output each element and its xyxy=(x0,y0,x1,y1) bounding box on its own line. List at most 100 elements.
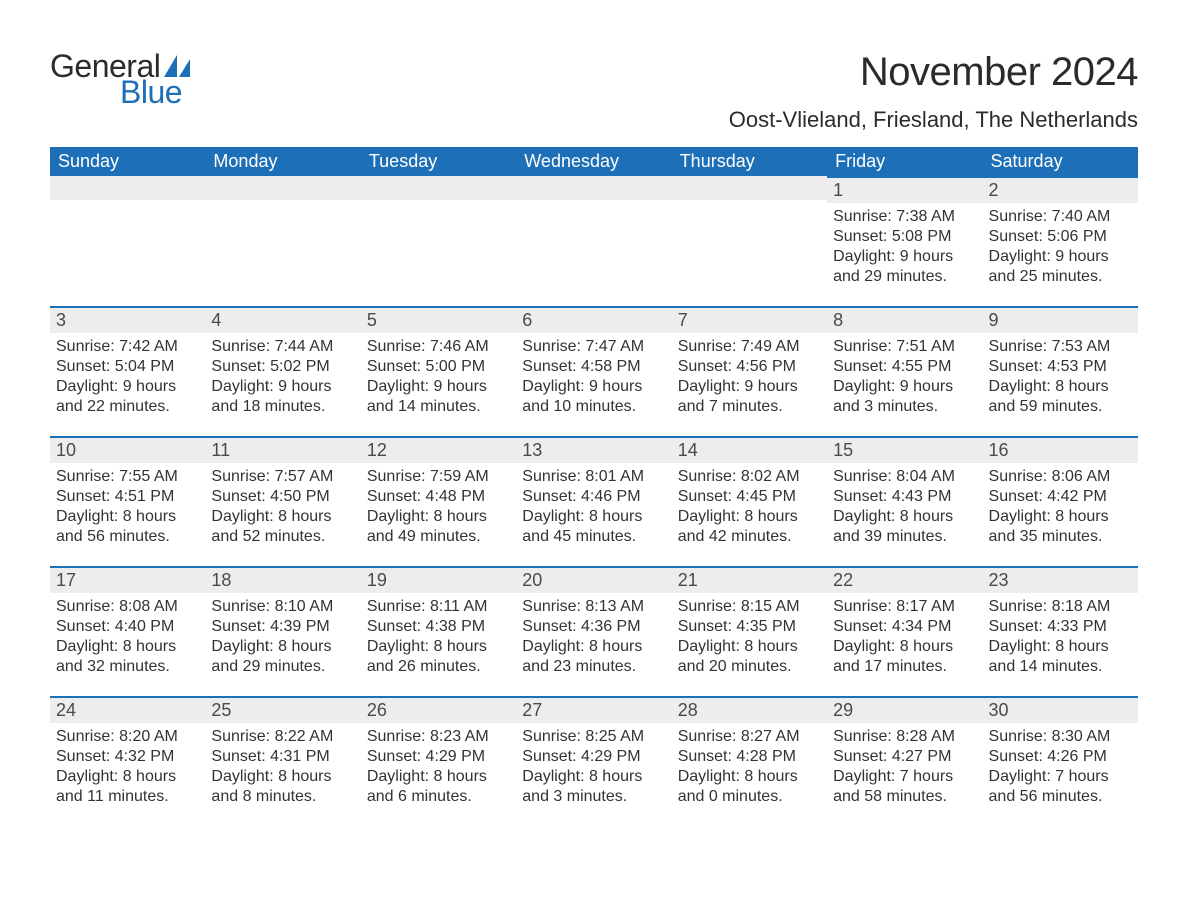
day-details: Sunrise: 7:53 AMSunset: 4:53 PMDaylight:… xyxy=(983,333,1138,419)
sunrise-line: Sunrise: 8:13 AM xyxy=(522,597,665,617)
day-details: Sunrise: 7:57 AMSunset: 4:50 PMDaylight:… xyxy=(205,463,360,549)
sunset-line: Sunset: 5:04 PM xyxy=(56,357,199,377)
calendar-cell: 1Sunrise: 7:38 AMSunset: 5:08 PMDaylight… xyxy=(827,176,982,306)
sunset-line: Sunset: 4:42 PM xyxy=(989,487,1132,507)
daylight-line-1: Daylight: 9 hours xyxy=(989,247,1132,267)
sunrise-line: Sunrise: 8:25 AM xyxy=(522,727,665,747)
daylight-line-2: and 49 minutes. xyxy=(367,527,510,547)
calendar-cell xyxy=(672,176,827,306)
empty-daynum-bar xyxy=(672,176,827,200)
day-number: 25 xyxy=(205,696,360,723)
daylight-line-2: and 14 minutes. xyxy=(367,397,510,417)
daylight-line-1: Daylight: 8 hours xyxy=(211,637,354,657)
calendar-cell xyxy=(516,176,671,306)
sunrise-line: Sunrise: 8:17 AM xyxy=(833,597,976,617)
sunset-line: Sunset: 4:28 PM xyxy=(678,747,821,767)
daylight-line-1: Daylight: 8 hours xyxy=(522,767,665,787)
sunset-line: Sunset: 5:06 PM xyxy=(989,227,1132,247)
page-root: General Blue November 2024 Oost-Vlieland… xyxy=(0,0,1188,866)
calendar-cell: 10Sunrise: 7:55 AMSunset: 4:51 PMDayligh… xyxy=(50,436,205,566)
calendar-row: 24Sunrise: 8:20 AMSunset: 4:32 PMDayligh… xyxy=(50,696,1138,826)
sunset-line: Sunset: 5:00 PM xyxy=(367,357,510,377)
daylight-line-2: and 7 minutes. xyxy=(678,397,821,417)
day-number: 11 xyxy=(205,436,360,463)
daylight-line-2: and 3 minutes. xyxy=(522,787,665,807)
sunrise-line: Sunrise: 8:20 AM xyxy=(56,727,199,747)
daylight-line-1: Daylight: 8 hours xyxy=(678,637,821,657)
daylight-line-1: Daylight: 8 hours xyxy=(678,767,821,787)
sunrise-line: Sunrise: 7:47 AM xyxy=(522,337,665,357)
daylight-line-2: and 29 minutes. xyxy=(833,267,976,287)
day-details: Sunrise: 7:47 AMSunset: 4:58 PMDaylight:… xyxy=(516,333,671,419)
daylight-line-1: Daylight: 8 hours xyxy=(989,507,1132,527)
day-details: Sunrise: 8:10 AMSunset: 4:39 PMDaylight:… xyxy=(205,593,360,679)
sunrise-line: Sunrise: 7:51 AM xyxy=(833,337,976,357)
calendar-row: 17Sunrise: 8:08 AMSunset: 4:40 PMDayligh… xyxy=(50,566,1138,696)
calendar-cell: 27Sunrise: 8:25 AMSunset: 4:29 PMDayligh… xyxy=(516,696,671,826)
calendar-table: SundayMondayTuesdayWednesdayThursdayFrid… xyxy=(50,147,1138,826)
sunset-line: Sunset: 4:56 PM xyxy=(678,357,821,377)
brand-word-blue: Blue xyxy=(120,76,190,108)
daylight-line-2: and 59 minutes. xyxy=(989,397,1132,417)
day-number: 21 xyxy=(672,566,827,593)
sunset-line: Sunset: 4:27 PM xyxy=(833,747,976,767)
weekday-header: Friday xyxy=(827,147,982,176)
sunrise-line: Sunrise: 7:55 AM xyxy=(56,467,199,487)
sunset-line: Sunset: 4:53 PM xyxy=(989,357,1132,377)
sunrise-line: Sunrise: 8:01 AM xyxy=(522,467,665,487)
sunset-line: Sunset: 4:26 PM xyxy=(989,747,1132,767)
day-details: Sunrise: 7:38 AMSunset: 5:08 PMDaylight:… xyxy=(827,203,982,289)
sunset-line: Sunset: 4:55 PM xyxy=(833,357,976,377)
sunrise-line: Sunrise: 7:42 AM xyxy=(56,337,199,357)
daylight-line-2: and 11 minutes. xyxy=(56,787,199,807)
weekday-row: SundayMondayTuesdayWednesdayThursdayFrid… xyxy=(50,147,1138,176)
empty-daynum-bar xyxy=(205,176,360,200)
sunrise-line: Sunrise: 8:02 AM xyxy=(678,467,821,487)
sunset-line: Sunset: 4:31 PM xyxy=(211,747,354,767)
daylight-line-2: and 56 minutes. xyxy=(56,527,199,547)
daylight-line-1: Daylight: 9 hours xyxy=(367,377,510,397)
calendar-cell: 16Sunrise: 8:06 AMSunset: 4:42 PMDayligh… xyxy=(983,436,1138,566)
calendar-cell: 20Sunrise: 8:13 AMSunset: 4:36 PMDayligh… xyxy=(516,566,671,696)
daylight-line-1: Daylight: 8 hours xyxy=(522,637,665,657)
day-number: 16 xyxy=(983,436,1138,463)
empty-daynum-bar xyxy=(361,176,516,200)
calendar-thead: SundayMondayTuesdayWednesdayThursdayFrid… xyxy=(50,147,1138,176)
day-details: Sunrise: 8:23 AMSunset: 4:29 PMDaylight:… xyxy=(361,723,516,809)
daylight-line-2: and 52 minutes. xyxy=(211,527,354,547)
day-details: Sunrise: 8:28 AMSunset: 4:27 PMDaylight:… xyxy=(827,723,982,809)
calendar-cell: 13Sunrise: 8:01 AMSunset: 4:46 PMDayligh… xyxy=(516,436,671,566)
calendar-cell: 7Sunrise: 7:49 AMSunset: 4:56 PMDaylight… xyxy=(672,306,827,436)
day-number: 9 xyxy=(983,306,1138,333)
calendar-cell: 14Sunrise: 8:02 AMSunset: 4:45 PMDayligh… xyxy=(672,436,827,566)
calendar-cell: 23Sunrise: 8:18 AMSunset: 4:33 PMDayligh… xyxy=(983,566,1138,696)
calendar-cell xyxy=(50,176,205,306)
daylight-line-2: and 10 minutes. xyxy=(522,397,665,417)
day-number: 18 xyxy=(205,566,360,593)
sunrise-line: Sunrise: 7:46 AM xyxy=(367,337,510,357)
calendar-cell: 19Sunrise: 8:11 AMSunset: 4:38 PMDayligh… xyxy=(361,566,516,696)
sunrise-line: Sunrise: 8:10 AM xyxy=(211,597,354,617)
empty-daynum-bar xyxy=(516,176,671,200)
sunset-line: Sunset: 5:02 PM xyxy=(211,357,354,377)
page-title: November 2024 xyxy=(729,50,1138,95)
day-details: Sunrise: 7:42 AMSunset: 5:04 PMDaylight:… xyxy=(50,333,205,419)
daylight-line-1: Daylight: 7 hours xyxy=(989,767,1132,787)
day-details: Sunrise: 8:30 AMSunset: 4:26 PMDaylight:… xyxy=(983,723,1138,809)
daylight-line-2: and 14 minutes. xyxy=(989,657,1132,677)
calendar-cell: 9Sunrise: 7:53 AMSunset: 4:53 PMDaylight… xyxy=(983,306,1138,436)
day-details: Sunrise: 8:20 AMSunset: 4:32 PMDaylight:… xyxy=(50,723,205,809)
calendar-cell: 12Sunrise: 7:59 AMSunset: 4:48 PMDayligh… xyxy=(361,436,516,566)
sunset-line: Sunset: 4:34 PM xyxy=(833,617,976,637)
daylight-line-1: Daylight: 8 hours xyxy=(833,507,976,527)
daylight-line-2: and 8 minutes. xyxy=(211,787,354,807)
daylight-line-2: and 25 minutes. xyxy=(989,267,1132,287)
day-number: 14 xyxy=(672,436,827,463)
daylight-line-1: Daylight: 8 hours xyxy=(367,637,510,657)
sunset-line: Sunset: 4:46 PM xyxy=(522,487,665,507)
sunrise-line: Sunrise: 7:53 AM xyxy=(989,337,1132,357)
weekday-header: Wednesday xyxy=(516,147,671,176)
daylight-line-1: Daylight: 8 hours xyxy=(367,767,510,787)
day-number: 10 xyxy=(50,436,205,463)
day-details: Sunrise: 7:44 AMSunset: 5:02 PMDaylight:… xyxy=(205,333,360,419)
